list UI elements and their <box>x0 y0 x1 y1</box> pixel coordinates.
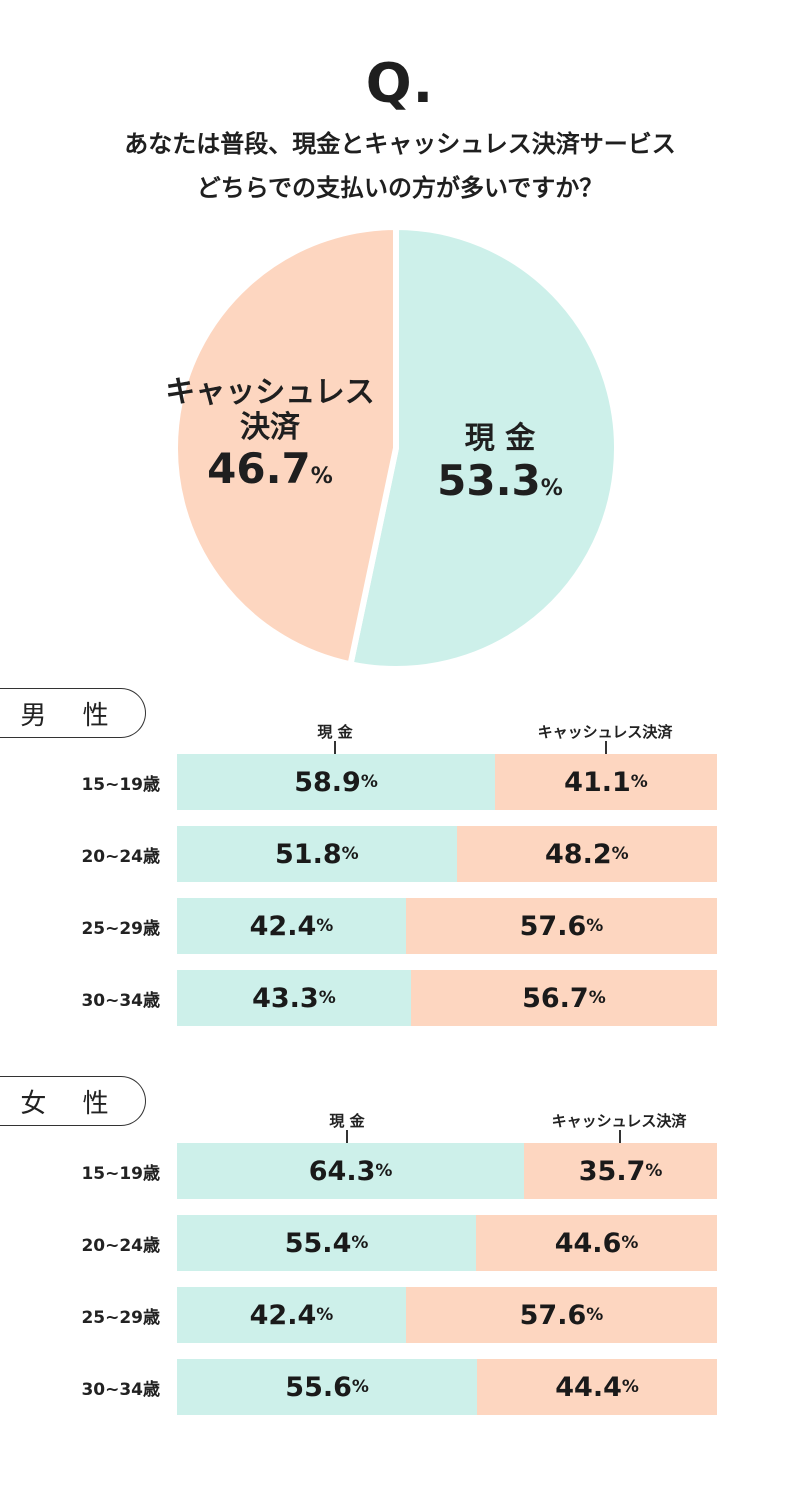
female-bar-value: 57.6 <box>519 1299 587 1331</box>
female-bar-row: 64.3% 35.7% <box>177 1143 717 1199</box>
pie-label-cash: 現 金 53.3% <box>400 421 600 505</box>
male-bar-unit: % <box>588 988 606 1008</box>
male-bar-unit: % <box>316 916 334 936</box>
male-bar-cashless: 48.2% <box>456 826 717 882</box>
male-bar-unit: % <box>341 844 359 864</box>
female-bar-cashless: 44.4% <box>477 1359 717 1415</box>
female-bar-unit: % <box>351 1377 369 1397</box>
female-bar-value: 55.6 <box>285 1371 352 1403</box>
female-bar-value: 55.4 <box>284 1227 352 1259</box>
female-bar-row: 55.6% 44.4% <box>177 1359 717 1415</box>
female-bar-unit: % <box>351 1233 369 1253</box>
male-bar-value: 41.1 <box>564 766 631 798</box>
male-bar-value: 43.3 <box>252 982 319 1014</box>
male-bar-unit: % <box>360 772 378 792</box>
male-bar-unit: % <box>586 916 604 936</box>
male-bar-cashless: 56.7% <box>410 970 717 1026</box>
pie-label-cash-name: 現 金 <box>464 421 536 456</box>
female-bar-row: 42.4% 57.6% <box>177 1287 717 1343</box>
pie-label-cashless-name-2: 決済 <box>240 409 300 445</box>
legend-cash-female-tick <box>346 1130 348 1145</box>
male-bar-cash: 42.4% <box>177 898 406 954</box>
male-bar-value: 56.7 <box>522 982 589 1014</box>
question-line-2: どちらでの支払いの方が多いですか？ <box>196 174 604 202</box>
pie-label-cashless-name-1: キャッシュレス <box>165 375 375 410</box>
male-bar-value: 48.2 <box>545 838 612 870</box>
male-bar-row: 42.4% 57.6% <box>177 898 717 954</box>
female-bar-value: 44.4 <box>555 1371 622 1403</box>
female-bar-unit: % <box>621 1377 639 1397</box>
female-bar-cashless: 57.6% <box>405 1287 717 1343</box>
pie-slice-cash <box>347 224 620 672</box>
female-bar-unit: % <box>316 1305 334 1325</box>
section-tab-female: 女 性 <box>0 1076 146 1126</box>
male-bar-cash: 58.9% <box>177 754 496 810</box>
male-bar-unit: % <box>611 844 629 864</box>
pie-label-cashless-value: 46.7 <box>207 444 311 493</box>
male-bar-cash: 43.3% <box>177 970 411 1026</box>
legend-cashless-male: キャッシュレス決済 <box>537 723 673 741</box>
section-tab-male: 男 性 <box>0 688 146 738</box>
female-row-label: 15~19歳 <box>81 1164 160 1184</box>
female-row-label: 20~24歳 <box>81 1236 160 1256</box>
female-bar-value: 42.4 <box>249 1299 317 1331</box>
male-bar-cash: 51.8% <box>177 826 457 882</box>
female-bar-cash: 55.4% <box>177 1215 477 1271</box>
male-row-label: 25~29歳 <box>81 919 160 939</box>
question-line-1: あなたは普段、現金とキャッシュレス決済サービス <box>124 130 676 158</box>
female-bar-cashless: 35.7% <box>524 1143 717 1199</box>
male-bar-value: 57.6 <box>519 910 587 942</box>
female-bar-value: 35.7 <box>578 1155 646 1187</box>
pie-label-cash-unit: % <box>540 475 563 501</box>
legend-cashless-female: キャッシュレス決済 <box>551 1112 687 1130</box>
female-bar-unit: % <box>586 1305 604 1325</box>
legend-cashless-female-tick <box>619 1130 621 1145</box>
male-bar-unit: % <box>630 772 648 792</box>
legend-cash-male-tick <box>334 741 336 756</box>
male-bar-row: 58.9% 41.1% <box>177 754 717 810</box>
female-bar-cash: 42.4% <box>177 1287 406 1343</box>
male-row-label: 30~34歳 <box>81 991 160 1011</box>
female-bar-cash: 55.6% <box>177 1359 478 1415</box>
pie-label-cashless: キャッシュレス 決済 46.7% <box>140 375 400 493</box>
female-bar-value: 64.3 <box>308 1155 376 1187</box>
male-bar-row: 51.8% 48.2% <box>177 826 717 882</box>
female-bar-cash: 64.3% <box>177 1143 525 1199</box>
female-bar-row: 55.4% 44.6% <box>177 1215 717 1271</box>
pie-slice-cashless <box>172 224 399 668</box>
female-bar-unit: % <box>645 1161 663 1181</box>
legend-cashless-male-tick <box>605 741 607 756</box>
male-bar-row: 43.3% 56.7% <box>177 970 717 1026</box>
question-mark-heading: Q. <box>365 52 435 115</box>
male-bar-value: 42.4 <box>249 910 317 942</box>
female-bar-value: 44.6 <box>554 1227 622 1259</box>
legend-cash-female: 現 金 <box>329 1112 365 1130</box>
male-row-label: 15~19歳 <box>81 775 160 795</box>
pie-label-cashless-unit: % <box>310 464 333 489</box>
female-bar-cashless: 44.6% <box>476 1215 717 1271</box>
male-bar-cashless: 57.6% <box>405 898 717 954</box>
female-row-label: 30~34歳 <box>81 1380 160 1400</box>
male-bar-value: 58.9 <box>294 766 361 798</box>
pie-chart <box>172 224 620 672</box>
male-bar-unit: % <box>318 988 336 1008</box>
legend-cash-male: 現 金 <box>317 723 353 741</box>
female-bar-unit: % <box>375 1161 393 1181</box>
female-row-label: 25~29歳 <box>81 1308 160 1328</box>
male-bar-cashless: 41.1% <box>495 754 717 810</box>
male-row-label: 20~24歳 <box>81 847 160 867</box>
female-bar-unit: % <box>621 1233 639 1253</box>
male-bar-value: 51.8 <box>275 838 342 870</box>
pie-label-cash-value: 53.3 <box>437 455 541 505</box>
